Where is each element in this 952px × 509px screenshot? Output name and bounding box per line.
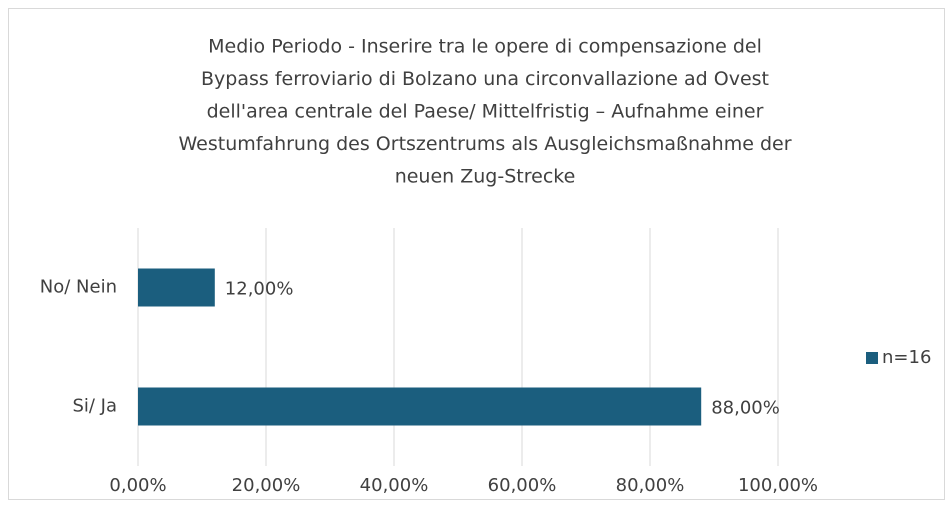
x-tick-label: 80,00% [616, 475, 685, 496]
bar [138, 268, 215, 307]
x-tick-label: 0,00% [109, 475, 166, 496]
x-tick-label: 20,00% [232, 475, 301, 496]
y-tick-label: No/ Nein [40, 277, 117, 298]
chart-title: dell'area centrale del Paese/ Mittelfris… [207, 101, 764, 123]
y-tick-label: Si/ Ja [72, 396, 117, 417]
chart-title: Westumfahrung des Ortszentrums als Ausgl… [178, 133, 791, 155]
chart-title: neuen Zug-Strecke [395, 166, 576, 188]
x-tick-label: 100,00% [738, 475, 818, 496]
data-label: 12,00% [225, 279, 294, 300]
legend-label: n=16 [882, 347, 931, 368]
data-label: 88,00% [711, 398, 780, 419]
chart-title: Medio Periodo - Inserire tra le opere di… [208, 36, 762, 58]
x-tick-label: 60,00% [488, 475, 557, 496]
legend-swatch [866, 352, 878, 364]
chart-title: Bypass ferroviario di Bolzano una circon… [201, 68, 769, 90]
x-tick-label: 40,00% [360, 475, 429, 496]
bar [138, 387, 702, 426]
